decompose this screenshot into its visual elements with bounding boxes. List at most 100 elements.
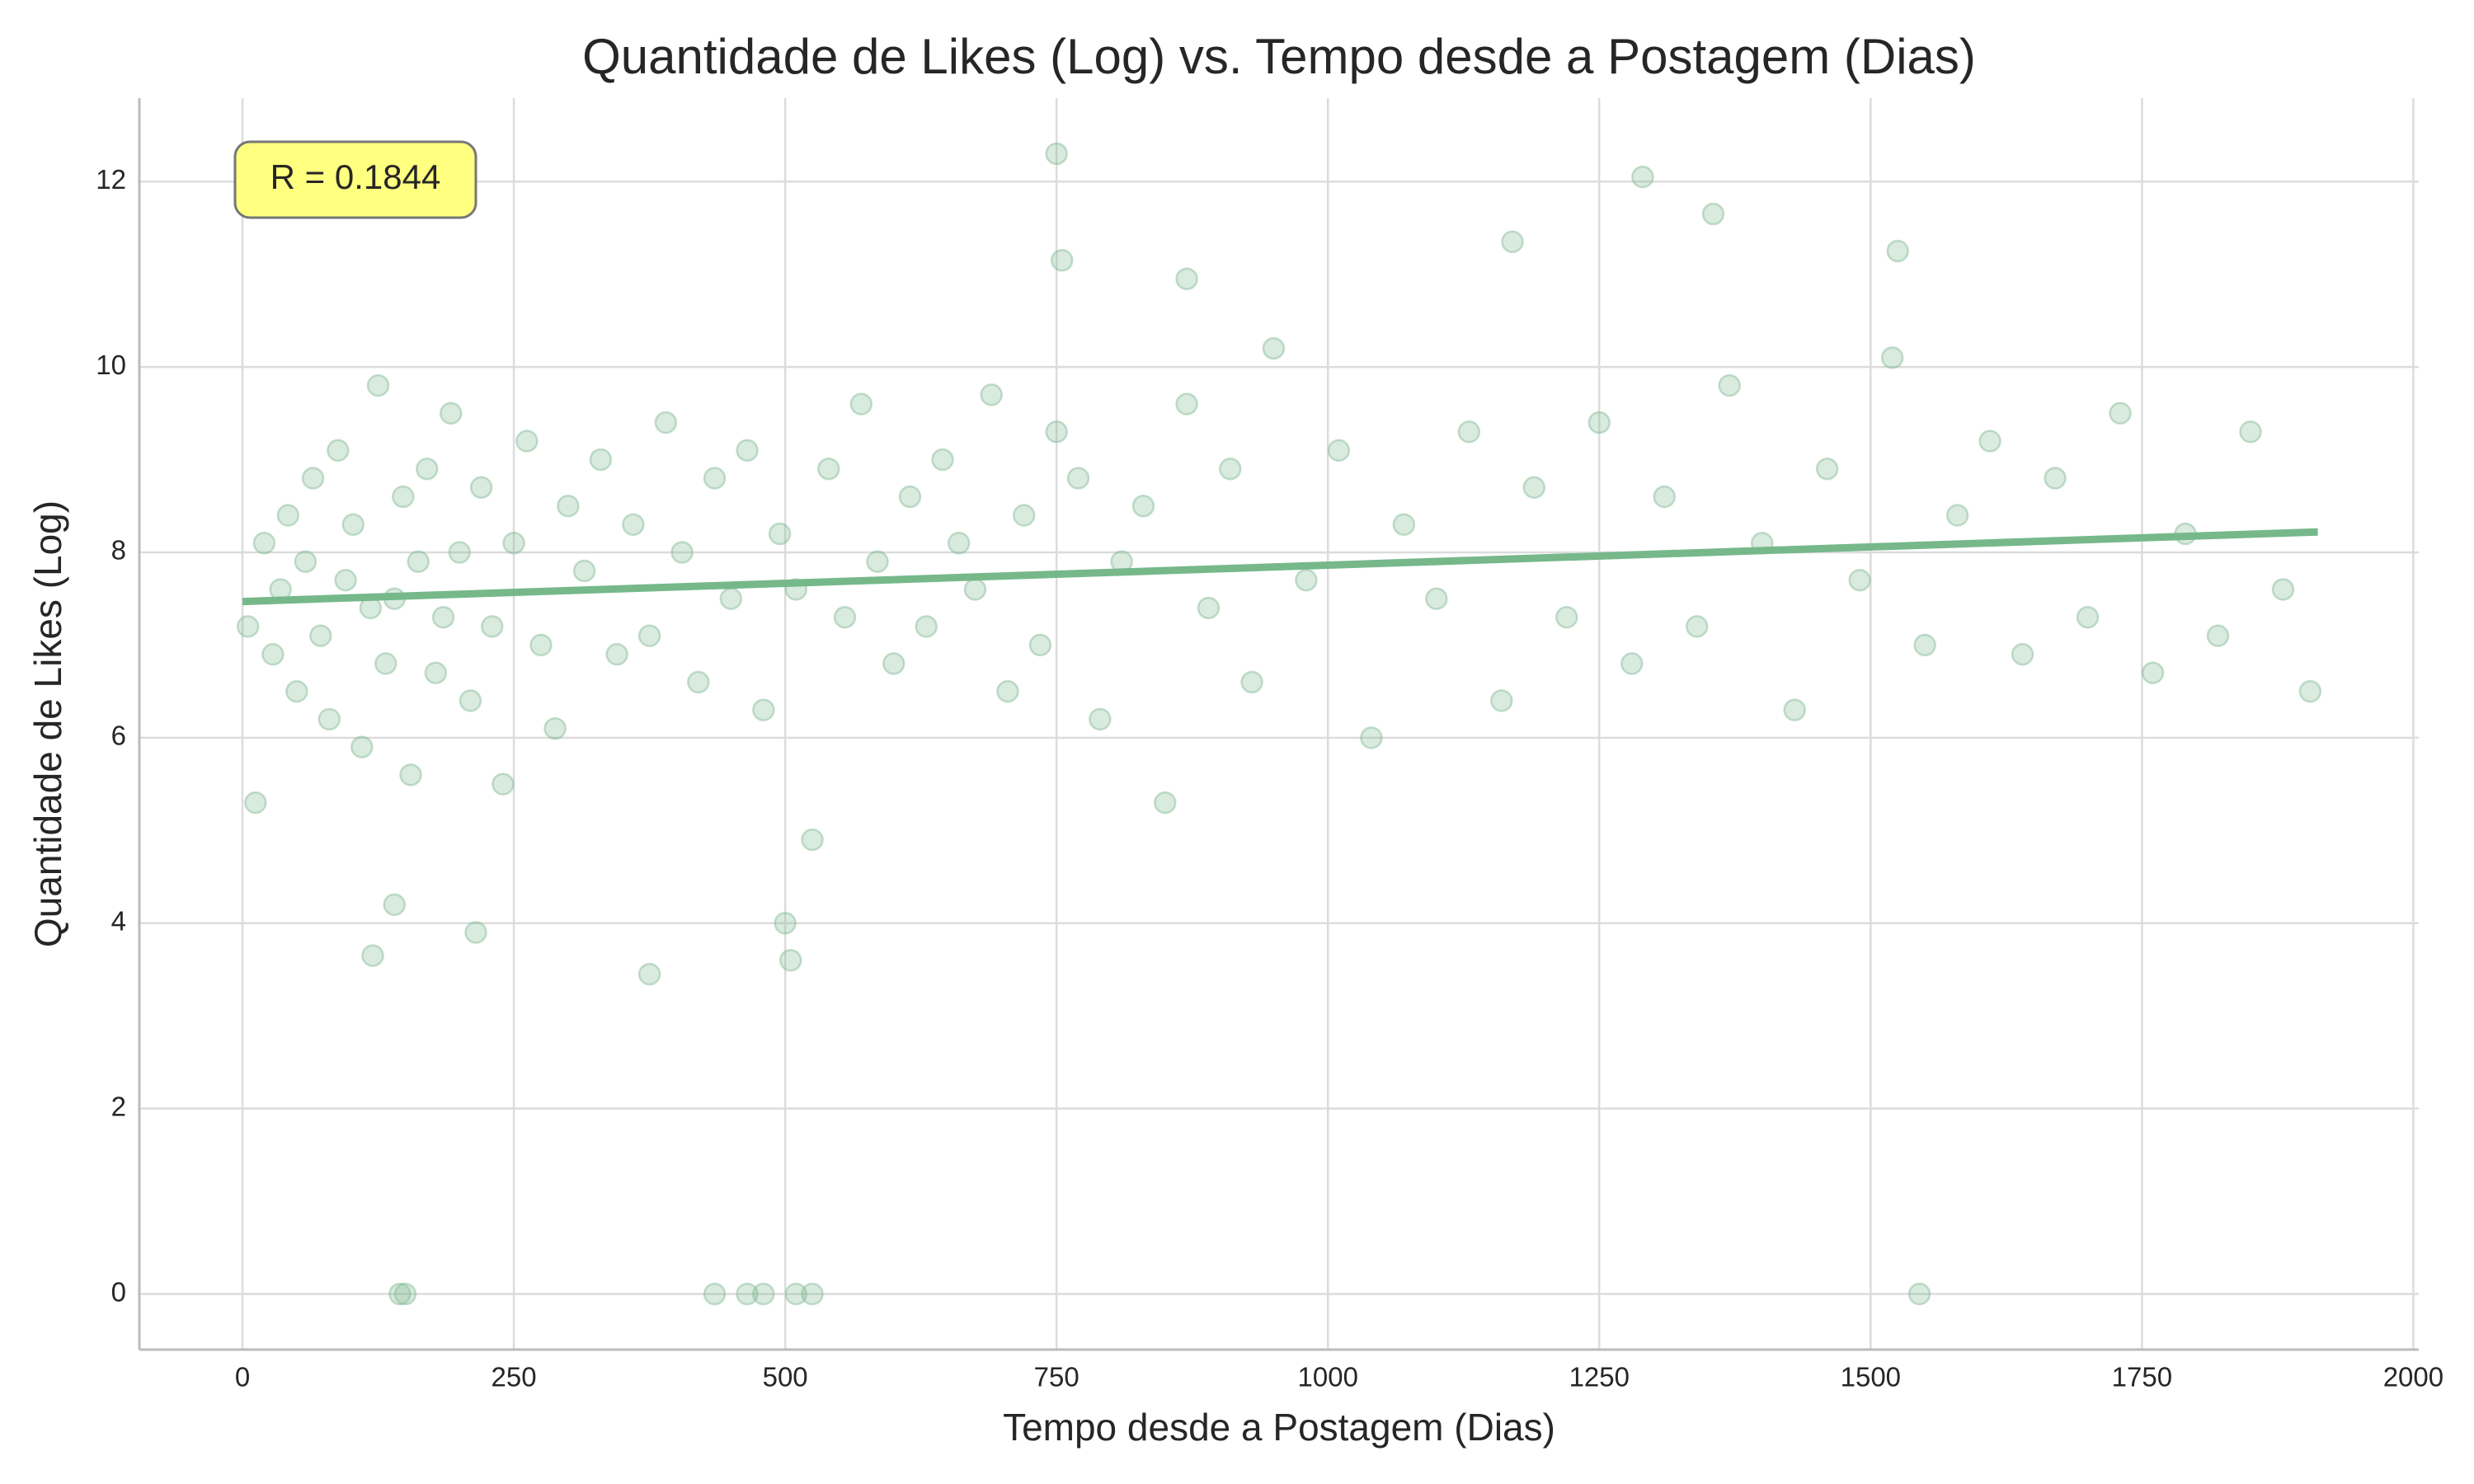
point — [276, 504, 300, 527]
y-tick-label: 4 — [111, 905, 126, 936]
point — [2076, 605, 2100, 629]
point — [1240, 670, 1263, 694]
point — [294, 550, 317, 573]
point — [341, 513, 365, 536]
point — [1880, 346, 1904, 369]
y-tick-label: 0 — [111, 1276, 126, 1307]
point — [1886, 239, 1909, 263]
point — [2109, 402, 2132, 425]
point — [654, 411, 678, 434]
point — [469, 476, 493, 500]
point — [334, 568, 357, 592]
point — [448, 541, 472, 564]
point — [1620, 652, 1644, 675]
point — [350, 735, 374, 758]
point — [768, 522, 792, 546]
point — [2011, 642, 2034, 666]
point — [931, 448, 954, 472]
point — [261, 642, 285, 666]
point — [1197, 596, 1221, 620]
point — [1425, 587, 1448, 610]
chart-title: Quantidade de Likes (Log) vs. Tempo desd… — [582, 29, 1976, 84]
point — [622, 513, 645, 536]
point — [366, 373, 390, 397]
point — [1028, 633, 1052, 657]
point — [285, 679, 308, 703]
x-tick-label: 1750 — [2112, 1362, 2172, 1392]
labels: Quantidade de Likes (Log) vs. Tempo desd… — [26, 29, 2443, 1449]
x-tick-label: 2000 — [2383, 1362, 2443, 1392]
point — [2044, 467, 2067, 490]
x-axis-label: Tempo desde a Postagem (Dias) — [1003, 1406, 1555, 1449]
point — [407, 550, 430, 573]
point — [383, 893, 407, 917]
point — [736, 1282, 759, 1306]
point — [572, 559, 596, 583]
point — [1978, 430, 2001, 453]
point — [1815, 458, 1839, 481]
trend-line — [242, 528, 2318, 606]
point — [898, 485, 922, 509]
point — [2141, 661, 2165, 684]
x-tick-label: 500 — [763, 1362, 808, 1392]
point — [687, 670, 710, 694]
point — [637, 962, 661, 986]
point — [1587, 411, 1611, 434]
y-axis-label: Quantidade de Likes (Log) — [26, 500, 69, 947]
y-tick-label: 2 — [111, 1091, 126, 1121]
point — [439, 402, 463, 425]
y-tick-label: 10 — [96, 350, 126, 380]
point — [393, 1282, 417, 1306]
point — [236, 615, 260, 638]
point — [1045, 420, 1068, 444]
x-tick-label: 1000 — [1298, 1362, 1358, 1392]
x-tick-label: 750 — [1034, 1362, 1079, 1392]
point — [637, 624, 661, 647]
point — [736, 439, 759, 463]
point — [557, 495, 580, 518]
point — [1066, 467, 1090, 490]
point — [817, 458, 840, 481]
annotation-box — [233, 140, 477, 219]
point — [1327, 439, 1351, 463]
point — [1175, 392, 1198, 416]
point — [1913, 633, 1936, 657]
point — [1522, 476, 1546, 500]
y-tick-label: 12 — [96, 164, 126, 195]
point — [1685, 615, 1709, 638]
point — [996, 679, 1019, 703]
point — [464, 921, 487, 944]
x-tick-label: 1500 — [1841, 1362, 1901, 1392]
x-tick-label: 0 — [235, 1362, 250, 1392]
point — [963, 578, 987, 601]
point — [670, 541, 694, 564]
point — [947, 531, 971, 555]
point — [1907, 1282, 1931, 1306]
point — [703, 467, 727, 490]
point — [1012, 504, 1036, 527]
point — [424, 661, 448, 684]
point — [882, 652, 905, 675]
point — [492, 773, 515, 796]
point — [605, 642, 628, 666]
grid — [138, 98, 2419, 1351]
x-tick-label: 250 — [492, 1362, 537, 1392]
point — [431, 605, 455, 629]
point — [388, 1282, 412, 1306]
point — [529, 633, 553, 657]
point — [543, 716, 567, 740]
point — [1555, 605, 1578, 629]
point — [980, 383, 1003, 406]
point — [1045, 142, 1068, 166]
point — [703, 1282, 727, 1306]
point — [784, 1282, 808, 1306]
point — [2239, 420, 2262, 444]
point — [833, 605, 857, 629]
point — [752, 1282, 775, 1306]
point — [2271, 578, 2295, 601]
point — [774, 912, 797, 935]
point — [801, 828, 824, 852]
y-tick-label: 6 — [111, 721, 126, 751]
